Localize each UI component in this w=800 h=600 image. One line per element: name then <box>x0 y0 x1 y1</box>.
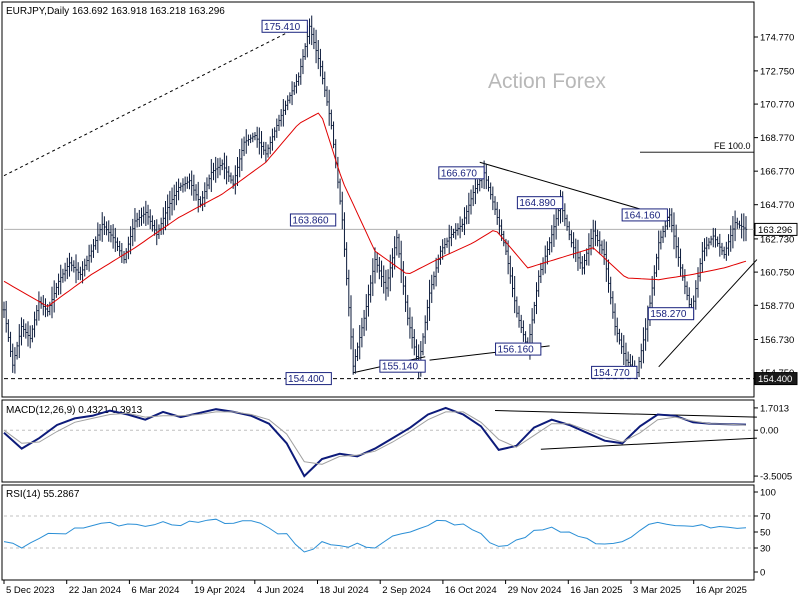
price-label: 164.890 <box>519 198 556 209</box>
price-label-box <box>289 213 337 227</box>
rsi-y-label: 100 <box>760 488 776 499</box>
rsi-title: RSI(14) 55.2867 <box>6 489 80 500</box>
y-tick-label: 156.730 <box>760 335 794 346</box>
y-tick-label: 160.750 <box>760 268 794 279</box>
rsi-y-label: 50 <box>760 528 771 539</box>
support-price-tag <box>754 372 798 386</box>
macd-plot: 1.7013 0.00 -3.5005 <box>3 403 792 483</box>
rising-support-line <box>658 259 758 368</box>
current-price-tag <box>754 222 798 236</box>
y-tick-label: 166.770 <box>760 167 794 178</box>
y-tick-label: 174.770 <box>760 33 794 44</box>
price-label: 154.400 <box>288 374 325 385</box>
x-tick-label: 18 Jul 2024 <box>320 585 369 596</box>
date-x-axis: 5 Dec 2023 22 Jan 2024 6 Mar 2024 19 Apr 20… <box>3 580 747 596</box>
x-tick-label: 22 Jan 2024 <box>69 585 121 596</box>
price-label: 155.140 <box>382 362 419 373</box>
x-tick-label: 16 Jan 2025 <box>570 585 622 596</box>
main-panel-frame <box>1 1 755 398</box>
macd-lower-trendline <box>540 437 757 450</box>
macd-y-label: 0.00 <box>760 426 779 437</box>
x-tick-label: 6 Mar 2024 <box>131 585 179 596</box>
price-label-box <box>516 196 564 210</box>
price-label-box <box>285 372 332 386</box>
macd-line <box>3 406 747 478</box>
price-label-box <box>438 166 485 180</box>
y-tick-label: 162.730 <box>760 234 794 245</box>
price-label-box <box>261 19 308 33</box>
y-tick-label: 170.770 <box>760 100 794 111</box>
rsi-y-label: 30 <box>760 544 771 555</box>
price-label: 163.860 <box>292 215 329 226</box>
price-label-box <box>495 342 542 356</box>
price-label: 158.270 <box>650 309 687 320</box>
price-label-box <box>647 307 695 321</box>
moving-average-line <box>3 112 747 308</box>
price-label: 166.670 <box>441 168 478 179</box>
price-label: 156.160 <box>498 345 535 356</box>
x-tick-label: 2 Sep 2024 <box>382 585 431 596</box>
x-tick-label: 16 Apr 2025 <box>696 585 747 596</box>
rsi-line <box>3 518 747 553</box>
x-tick-label: 29 Nov 2024 <box>508 585 562 596</box>
macd-upper-trendline <box>495 410 757 418</box>
macd-title: MACD(12,26,9) 0.4321 0.3913 <box>6 405 143 416</box>
watermark: Action Forex <box>488 70 606 93</box>
fe-label: FE 100.0 <box>714 141 751 151</box>
x-tick-label: 4 Jun 2024 <box>257 585 304 596</box>
chart-header: EURJPY,Daily 163.692 163.918 163.218 163… <box>6 6 225 17</box>
price-y-axis: 154.750156.730158.770160.750162.730164.7… <box>754 33 798 386</box>
x-tick-label: 19 Apr 2024 <box>194 585 245 596</box>
price-label-box <box>621 208 668 222</box>
price-label-box <box>591 365 638 379</box>
rsi-y-label: 70 <box>760 512 771 523</box>
price-plot: FE 100.0 <box>2 15 758 380</box>
upper-channel-line <box>479 161 670 219</box>
y-tick-label: 158.770 <box>760 301 794 312</box>
x-tick-label: 3 Mar 2025 <box>633 585 681 596</box>
macd-y-label: -3.5005 <box>760 472 792 483</box>
rsi-panel-frame <box>1 484 755 581</box>
macd-y-label: 1.7013 <box>760 403 789 414</box>
rsi-plot: 100 70 50 30 0 <box>3 488 776 579</box>
x-tick-label: 5 Dec 2023 <box>6 585 55 596</box>
macd-signal-line <box>3 411 747 465</box>
price-annotations: 175.410 163.860 166.670 164.890 164.160 155.1… <box>261 19 695 386</box>
support-price-value: 154.400 <box>758 374 792 385</box>
price-label: 164.160 <box>624 210 661 221</box>
current-price-value: 163.296 <box>758 225 792 236</box>
y-tick-label: 164.770 <box>760 200 794 211</box>
y-tick-label: 168.770 <box>760 133 794 144</box>
x-tick-label: 16 Oct 2024 <box>445 585 497 596</box>
rsi-y-label: 0 <box>760 568 765 579</box>
price-label: 154.770 <box>594 368 631 379</box>
price-label: 175.410 <box>264 22 301 33</box>
y-tick-label: 172.750 <box>760 66 794 77</box>
price-label-box <box>379 359 426 373</box>
